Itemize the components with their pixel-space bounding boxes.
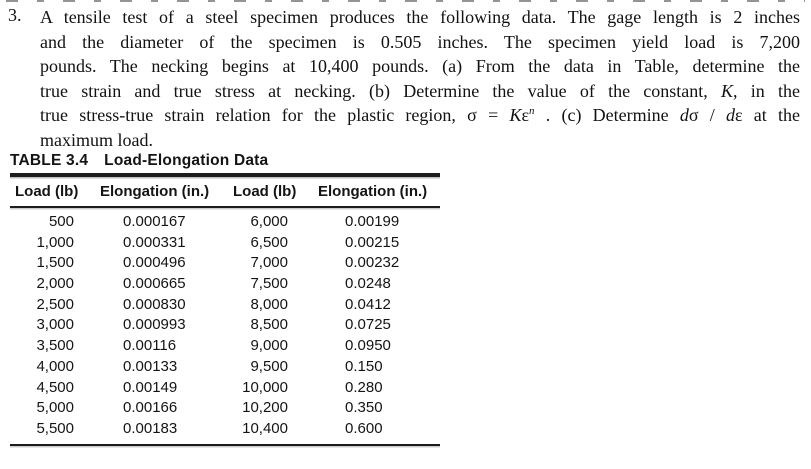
load-lb-right-cell: 8,000 <box>250 295 288 313</box>
d-sigma-d-symbol: d <box>679 105 689 126</box>
elongation-left-cell: 0.000993 <box>123 316 186 334</box>
load-lb-right-cell: 9,000 <box>250 337 288 355</box>
load-lb-left-cell: 2,500 <box>36 295 74 313</box>
load-elongation-table: TABLE 3.4 Load-Elongation Data Load (lb) … <box>10 151 440 447</box>
table-bottom-rule <box>10 443 440 447</box>
table-row: 4,500 0.00149 10,000 0.280 <box>10 378 440 399</box>
problem-line-5-text-a: true stress-true strain relation for the… <box>40 105 510 126</box>
load-lb-left-cell: 4,500 <box>36 378 74 396</box>
load-lb-right-cell: 10,400 <box>242 419 288 437</box>
load-lb-right-cell: 6,500 <box>250 233 288 251</box>
table-row: 2,000 0.000665 7,500 0.0248 <box>10 274 440 295</box>
elongation-right-cell: 0.0725 <box>345 316 391 334</box>
table-top-rule <box>10 173 440 177</box>
load-lb-right-cell: 10,200 <box>242 399 288 417</box>
problem-line-3-text: pounds. The necking begins at 10,400 pou… <box>40 56 800 77</box>
load-lb-left-cell: 3,000 <box>36 316 74 334</box>
problem-line-2-text: and the diameter of the specimen is 0.50… <box>40 31 800 52</box>
problem-line-1: A tensile test of a steel specimen produ… <box>40 5 800 30</box>
scan-edge-artifact <box>6 0 805 2</box>
elongation-left-cell: 0.00166 <box>123 399 178 417</box>
elongation-right-cell: 0.350 <box>345 399 383 417</box>
table-row: 2,500 0.000830 8,000 0.0412 <box>10 295 440 316</box>
problem-statement: 3. A tensile test of a steel specimen pr… <box>8 5 800 153</box>
elongation-right-cell: 0.00215 <box>345 233 400 251</box>
elongation-left-cell: 0.000496 <box>123 254 186 272</box>
elongation-left-cell: 0.000665 <box>123 275 186 293</box>
problem-line-4-text-a: true strain and true stress at necking. … <box>40 80 722 101</box>
elongation-right-cell: 0.0950 <box>345 337 391 355</box>
load-lb-right-cell: 7,000 <box>250 254 288 272</box>
elongation-right-cell: 0.600 <box>345 419 383 437</box>
load-lb-left-cell: 3,500 <box>36 337 74 355</box>
problem-number: 3. <box>8 5 22 25</box>
load-lb-left-cell: 1,000 <box>36 233 74 251</box>
slash-symbol: / <box>698 105 726 126</box>
elongation-right-cell: 0.00232 <box>345 254 400 272</box>
constant-K-symbol: K <box>721 80 734 101</box>
table-header-row: Load (lb) Elongation (in.) Load (lb) Elo… <box>10 177 440 206</box>
load-lb-right-cell: 6,000 <box>250 213 288 230</box>
problem-line-6-text: maximum load. <box>40 129 153 150</box>
sigma-symbol: σ <box>688 105 699 126</box>
load-lb-left-cell: 1,500 <box>36 254 74 272</box>
table-row: 3,500 0.00116 9,000 0.0950 <box>10 336 440 357</box>
problem-line-4: true strain and true stress at necking. … <box>40 79 800 104</box>
elongation-left-cell: 0.00149 <box>123 378 178 396</box>
epsilon2-symbol: ε <box>735 105 743 126</box>
elongation-right-cell: 0.00199 <box>345 213 400 230</box>
header-elongation-left: Elongation (in.) <box>100 182 210 200</box>
table-row: 500 0.000167 6,000 0.00199 <box>10 212 440 233</box>
table-row: 1,000 0.000331 6,500 0.00215 <box>10 233 440 254</box>
problem-line-4-text-b: , in the <box>733 80 800 101</box>
elongation-left-cell: 0.00133 <box>123 357 178 375</box>
load-lb-left-cell: 5,500 <box>36 419 74 437</box>
table-number-label: TABLE 3.4 <box>10 152 89 169</box>
elongation-right-cell: 0.0248 <box>345 275 391 293</box>
problem-line-3: pounds. The necking begins at 10,400 pou… <box>40 54 800 79</box>
table-header-rule <box>10 205 440 208</box>
d-epsilon-d-symbol: d <box>726 105 735 126</box>
elongation-left-cell: 0.00116 <box>123 337 177 355</box>
load-lb-right-cell: 9,500 <box>250 357 288 375</box>
load-lb-right-cell: 8,500 <box>250 316 288 334</box>
problem-line-1-text: A tensile test of a steel specimen produ… <box>40 7 800 27</box>
problem-line-6: maximum load. <box>40 128 800 153</box>
problem-line-5: true stress-true strain relation for the… <box>40 103 800 128</box>
table-row: 5,000 0.00166 10,200 0.350 <box>10 398 440 419</box>
header-load-left: Load (lb) <box>15 182 79 200</box>
elongation-right-cell: 0.280 <box>345 378 383 396</box>
elongation-right-cell: 0.150 <box>345 357 383 375</box>
load-lb-left-cell: 4,000 <box>36 357 74 375</box>
table-title: TABLE 3.4 Load-Elongation Data <box>10 151 440 171</box>
load-lb-right-cell: 7,500 <box>250 275 288 293</box>
elongation-left-cell: 0.000331 <box>123 233 186 251</box>
table-row: 5,500 0.00183 10,400 0.600 <box>10 419 440 440</box>
elongation-left-cell: 0.000167 <box>123 213 186 230</box>
load-lb-left-cell: 500 <box>48 213 74 230</box>
table-body: 500 0.000167 6,000 0.00199 1,000 0.000331 6,50… <box>10 208 440 444</box>
header-elongation-right: Elongation (in.) <box>318 182 428 200</box>
elongation-left-cell: 0.00183 <box>123 419 178 437</box>
table-row: 4,000 0.00133 9,500 0.150 <box>10 357 440 378</box>
problem-line-5-text-b: . (c) Determine <box>534 105 680 126</box>
problem-line-2: and the diameter of the specimen is 0.50… <box>40 30 800 55</box>
exponent-n-symbol: n <box>529 105 535 118</box>
load-lb-left-cell: 2,000 <box>36 275 74 293</box>
problem-line-5-text-c: at the <box>742 105 800 126</box>
header-load-right: Load (lb) <box>233 182 297 200</box>
load-lb-left-cell: 5,000 <box>36 399 74 417</box>
problem-text: A tensile test of a steel specimen produ… <box>40 5 800 153</box>
table-row: 3,000 0.000993 8,500 0.0725 <box>10 315 440 336</box>
elongation-left-cell: 0.000830 <box>123 295 186 313</box>
elongation-right-cell: 0.0412 <box>345 295 391 313</box>
load-lb-right-cell: 10,000 <box>242 378 288 396</box>
K-symbol: K <box>509 105 522 126</box>
table-title-text: Load-Elongation Data <box>104 152 269 169</box>
table-row: 1,500 0.000496 7,000 0.00232 <box>10 253 440 274</box>
epsilon-symbol: ε <box>521 105 530 126</box>
